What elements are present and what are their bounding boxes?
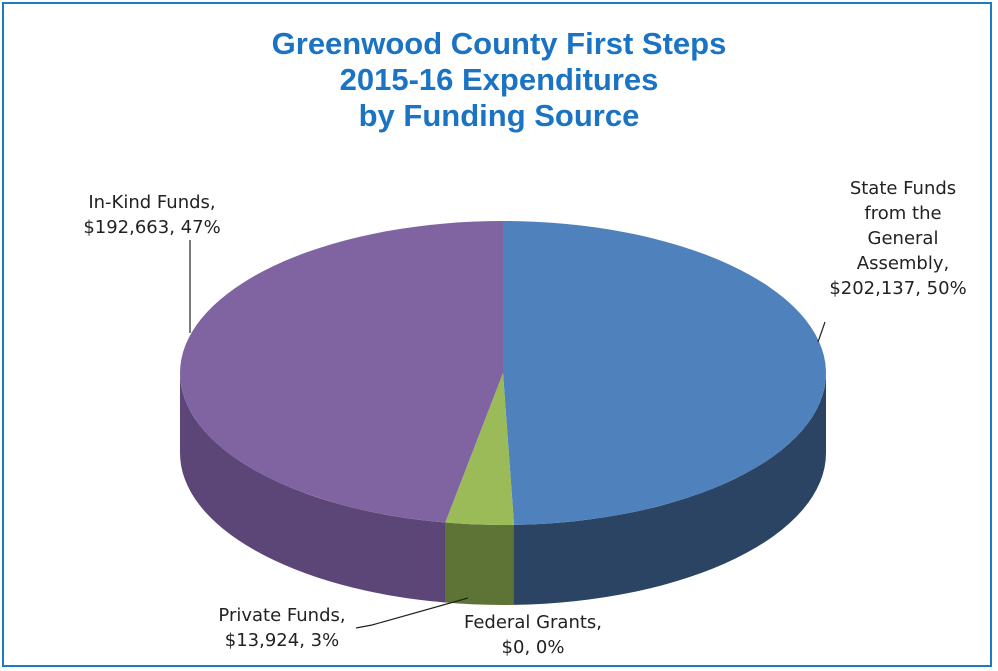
data-label-private-funds: Private Funds, $13,924, 3% (207, 603, 357, 653)
data-label-state-line-2: from the (864, 203, 942, 224)
chart-title: Greenwood County First Steps 2015-16 Exp… (0, 26, 998, 134)
data-label-federal-line-1: Federal Grants, (463, 612, 603, 633)
leader-lines (189, 240, 826, 629)
leader-line-private-funds (355, 597, 469, 629)
pie-side-private-funds (445, 522, 515, 605)
chart-title-line-1: Greenwood County First Steps (271, 26, 727, 61)
data-label-state-funds: State Funds from the General Assembly, $… (828, 176, 978, 301)
data-label-private-line-1: Private Funds, (218, 605, 346, 626)
pie-slice-private-funds (445, 373, 515, 525)
data-label-federal-line-2: $0, 0% (501, 637, 565, 658)
data-label-private-line-2: $13,924, 3% (224, 630, 340, 651)
pie-side-in-kind-funds (180, 373, 446, 603)
pie-slice-in-kind-funds (180, 221, 503, 523)
data-label-state-line-5: $202,137, 50% (829, 278, 967, 299)
pie-tops (180, 221, 826, 525)
data-label-in-kind-funds: In-Kind Funds, $192,663, 47% (72, 190, 232, 240)
data-label-state-line-1: State Funds (849, 178, 957, 199)
data-label-in-kind-line-2: $192,663, 47% (83, 217, 221, 238)
pie-side-state-funds (514, 373, 826, 605)
data-label-state-line-3: General (867, 228, 939, 249)
pie-sides (180, 373, 826, 605)
leader-line-state-funds (817, 321, 826, 343)
chart-title-line-2: 2015-16 Expenditures (339, 62, 659, 97)
pie-slice-state-funds (503, 221, 826, 525)
data-label-state-line-4: Assembly, (856, 253, 950, 274)
data-label-federal-grants: Federal Grants, $0, 0% (458, 610, 608, 660)
data-label-in-kind-line-1: In-Kind Funds, (88, 192, 216, 213)
chart-title-line-3: by Funding Source (358, 98, 640, 133)
